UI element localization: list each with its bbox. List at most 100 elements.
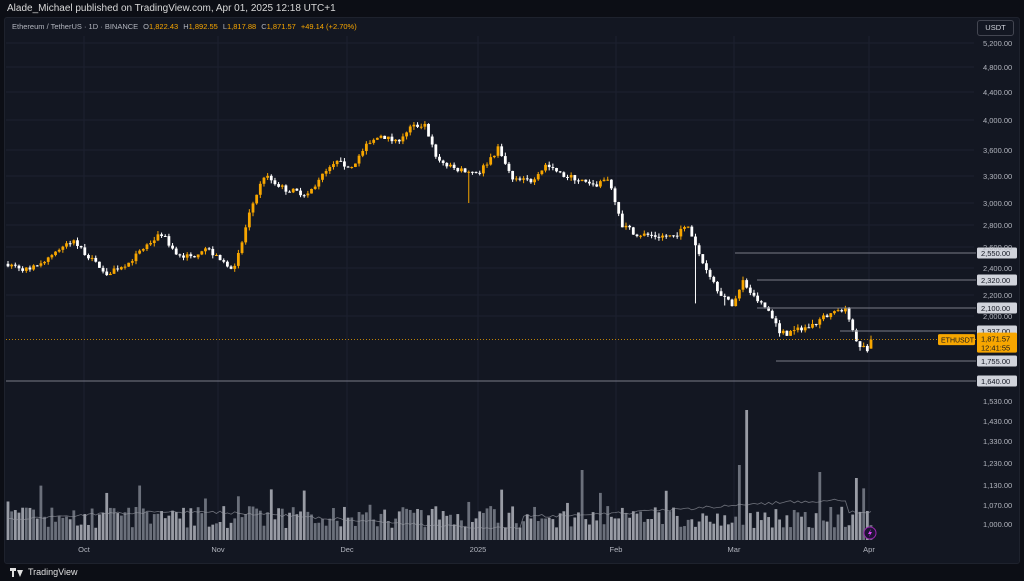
candle-body (547, 164, 551, 168)
candle-body (6, 263, 10, 267)
volume-bar (478, 511, 482, 540)
candle-body (825, 315, 829, 318)
volume-bar (94, 527, 98, 540)
candle-body (485, 164, 489, 166)
candle-body (28, 267, 32, 270)
candle-body (412, 124, 416, 127)
volume-bar (756, 511, 760, 540)
volume-bar (105, 492, 109, 540)
volume-bar (416, 508, 419, 540)
volume-bar (17, 512, 21, 540)
candle-body (456, 167, 460, 172)
tradingview-logo-icon (10, 567, 24, 577)
symbol-title[interactable]: Ethereum / TetherUS · 1D · BINANCE (12, 22, 139, 31)
candle-body (646, 233, 650, 235)
volume-bar (280, 508, 284, 540)
volume-bar (525, 514, 529, 540)
volume-bar (218, 522, 222, 540)
candle-body (394, 139, 398, 142)
candle-body (390, 136, 394, 142)
change-value: +49.14 (+2.70%) (300, 22, 357, 31)
candle-body (507, 163, 511, 171)
volume-bar (149, 523, 153, 540)
volume-bar (569, 526, 573, 540)
volume-bar (588, 524, 591, 540)
candle-body (438, 156, 441, 161)
candle-body (785, 330, 789, 336)
volume-bar (628, 517, 632, 540)
volume-bar (262, 525, 266, 540)
candle-body (10, 264, 14, 267)
volume-bar (258, 510, 262, 540)
candle-body (101, 267, 105, 272)
volume-bar (456, 514, 460, 540)
tradingview-brand[interactable]: TradingView (10, 567, 78, 577)
volume-bar (664, 490, 668, 540)
volume-bar (291, 507, 295, 540)
candle-body (79, 245, 83, 248)
volume-bar (471, 521, 474, 540)
volume-bar (207, 526, 211, 540)
candle-body (284, 185, 288, 192)
volume-bar (10, 511, 14, 540)
time-axis: Oct Nov Dec 2025 Feb Mar Apr (78, 545, 875, 554)
candle-body (697, 245, 701, 255)
price-axis-label: 2,800.00 (983, 221, 1012, 230)
candle-body (555, 167, 558, 172)
volume-axis-label: 1,070.00 (983, 501, 1012, 510)
symbol-legend: Ethereum / TetherUS · 1D · BINANCE O1,82… (12, 22, 357, 31)
volume-bar (770, 527, 774, 540)
candle-body (408, 126, 412, 133)
candle-body (734, 298, 738, 307)
volume-bar (617, 518, 621, 540)
candle-body (266, 175, 270, 178)
candle-body (291, 188, 295, 193)
candle-body (847, 308, 851, 320)
volume-bar (840, 506, 844, 540)
candle-body (141, 249, 145, 251)
volume-bar (233, 518, 237, 540)
volume-bar (39, 485, 43, 540)
candle-body (708, 270, 712, 277)
volume-axis-label: 1,530.00 (983, 397, 1012, 406)
candle-body (694, 236, 697, 246)
candle-body (628, 225, 632, 228)
candle-body (518, 178, 522, 180)
candle-body (324, 171, 328, 174)
volume-bar (430, 508, 434, 540)
volume-bar (796, 512, 800, 540)
volume-bar (562, 511, 566, 540)
candle-body (763, 302, 767, 308)
volume-bar (408, 509, 412, 540)
symbol-tag-label: ETHUSDT (941, 338, 975, 345)
volume-bar (368, 504, 372, 540)
volume-bar (163, 518, 167, 540)
volume-bar (675, 515, 679, 540)
volume-bar (785, 515, 789, 540)
candle-body (35, 265, 39, 267)
level-tag (977, 247, 1017, 259)
volume-bar (481, 512, 485, 540)
volume-bar (609, 516, 613, 540)
candle-body (372, 139, 376, 143)
volume-bar (686, 519, 690, 540)
candle-body (598, 181, 602, 187)
volume-bar (814, 513, 818, 540)
candle-body (24, 267, 28, 271)
candle-body (756, 295, 760, 302)
candle-body (672, 235, 675, 237)
lightning-icon[interactable] (863, 526, 877, 540)
volume-bar (397, 511, 401, 540)
volume-bar (858, 511, 862, 540)
volume-axis-label: 1,000.00 (983, 520, 1012, 529)
volume-bar (434, 506, 438, 540)
time-axis-label: Apr (863, 545, 875, 554)
currency-button[interactable]: USDT (977, 20, 1014, 36)
candle-body (566, 176, 569, 178)
candle-body (840, 310, 844, 312)
volume-bar (503, 527, 507, 540)
candle-body (675, 235, 679, 237)
volume-bar (72, 510, 76, 540)
volume-bar (566, 502, 569, 540)
